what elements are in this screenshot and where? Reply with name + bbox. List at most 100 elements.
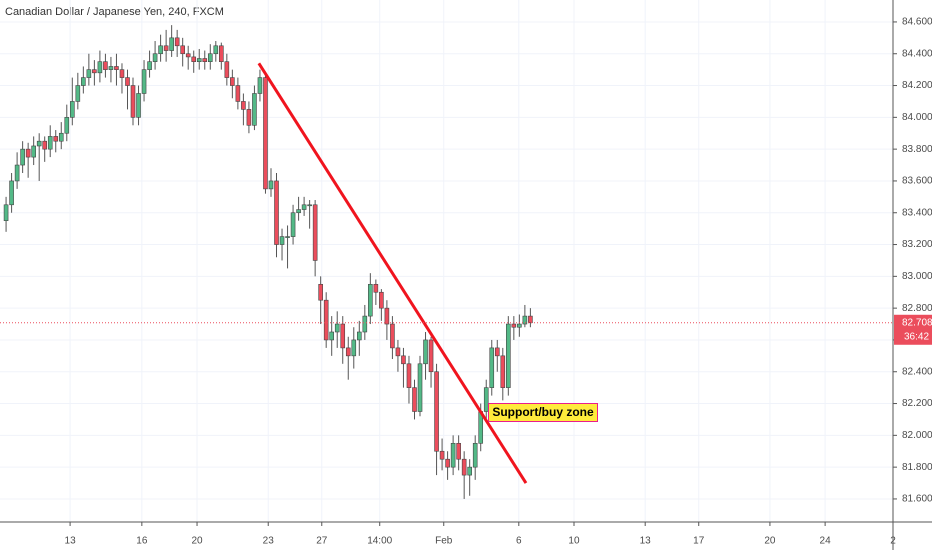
candle-body [230, 77, 235, 86]
y-tick-label: 84.600 [902, 17, 932, 28]
candle-body [279, 236, 285, 245]
y-tick-label: 82.800 [902, 303, 932, 314]
candle-body [489, 347, 495, 388]
candle-body [307, 204, 312, 207]
candle-body [97, 61, 103, 74]
x-tick-label: 14:00 [367, 536, 392, 547]
annotation: Support/buy zone [488, 403, 598, 422]
candle-body [268, 180, 274, 190]
candle-body [417, 363, 423, 412]
candle-body [64, 117, 70, 134]
candle-body [373, 283, 379, 293]
candle-body [158, 45, 163, 55]
candle-body [246, 109, 252, 126]
x-tick-label: 23 [263, 536, 275, 547]
candle-body [147, 61, 152, 70]
y-tick-label: 82.200 [902, 398, 932, 409]
candle-body [390, 323, 395, 349]
candle-body [36, 140, 42, 147]
candle-body [213, 45, 219, 55]
x-tick-label: 17 [693, 536, 705, 547]
candle-body [290, 212, 296, 237]
candle-body [219, 45, 224, 62]
price-label-box [894, 314, 932, 345]
candle-body [318, 283, 323, 301]
candle-body [252, 93, 257, 126]
chart-title: Canadian Dollar / Japanese Yen, 240, FXC… [5, 6, 224, 18]
candle-body [467, 466, 472, 476]
candle-body [406, 363, 412, 388]
candle-body [483, 387, 489, 412]
y-tick-label: 82.400 [902, 366, 932, 377]
x-tick-label: 20 [764, 536, 776, 547]
candle-body [285, 236, 290, 238]
y-tick-label: 83.000 [902, 271, 932, 282]
candle-body [241, 101, 246, 110]
candle-body [202, 58, 208, 62]
y-tick-label: 81.800 [902, 462, 932, 473]
x-tick-label: 16 [136, 536, 148, 547]
candle-body [86, 69, 92, 78]
candle-body [163, 45, 169, 51]
candle-body [368, 283, 373, 317]
x-tick-label: 20 [191, 536, 203, 547]
candle-body [412, 387, 417, 412]
candle-body [356, 331, 362, 341]
candle-body [334, 323, 340, 333]
candle-body [257, 77, 263, 94]
candle-body [207, 53, 213, 62]
candle-body [174, 37, 180, 47]
candle-body [180, 45, 185, 55]
candle-body [185, 53, 191, 58]
candle-body [114, 66, 119, 70]
candle-body [439, 450, 445, 460]
candle-body [423, 339, 428, 365]
candle-body [92, 69, 97, 74]
candle-body [263, 77, 268, 190]
candle-body [103, 61, 108, 70]
price-label: 82.708 [902, 317, 932, 328]
countdown-label: 36:42 [904, 331, 929, 342]
candle-body [81, 77, 86, 86]
candle-body [224, 61, 230, 78]
candle-body [445, 458, 450, 468]
candle-body [274, 180, 279, 245]
candle-body [428, 339, 434, 373]
y-tick-label: 83.600 [902, 176, 932, 187]
candle-body [108, 66, 114, 70]
y-tick-label: 83.200 [902, 239, 932, 250]
candle-body [25, 148, 31, 158]
candle-body [196, 58, 202, 62]
candle-body [14, 164, 20, 182]
candle-body [379, 291, 384, 309]
y-tick-label: 81.600 [902, 494, 932, 505]
candle-body [191, 56, 197, 62]
x-tick-label: 24 [820, 536, 832, 547]
candle-body [500, 355, 506, 388]
candle-body [494, 347, 500, 357]
x-tick-label: 13 [640, 536, 652, 547]
x-tick-label: 13 [65, 536, 77, 547]
x-tick-label: Feb [435, 536, 453, 547]
x-tick-label: 10 [568, 536, 580, 547]
y-tick-label: 82.000 [902, 430, 932, 441]
candle-body [235, 85, 241, 102]
y-tick-label: 83.400 [902, 207, 932, 218]
y-tick-label: 83.800 [902, 144, 932, 155]
candle-body [70, 101, 75, 118]
candle-body [401, 355, 406, 365]
candle-body [528, 315, 533, 324]
candle-body [53, 136, 59, 142]
candle-body [340, 323, 346, 349]
x-tick-label: 6 [516, 536, 522, 547]
candle-body [384, 307, 390, 325]
x-tick-label: 27 [316, 536, 328, 547]
candle-body [345, 347, 351, 357]
candle-body [58, 132, 64, 142]
candle-body [511, 323, 517, 328]
candle-body [9, 180, 14, 206]
candle-body [3, 204, 9, 221]
candle-body [323, 299, 329, 341]
candle-body [125, 77, 130, 86]
